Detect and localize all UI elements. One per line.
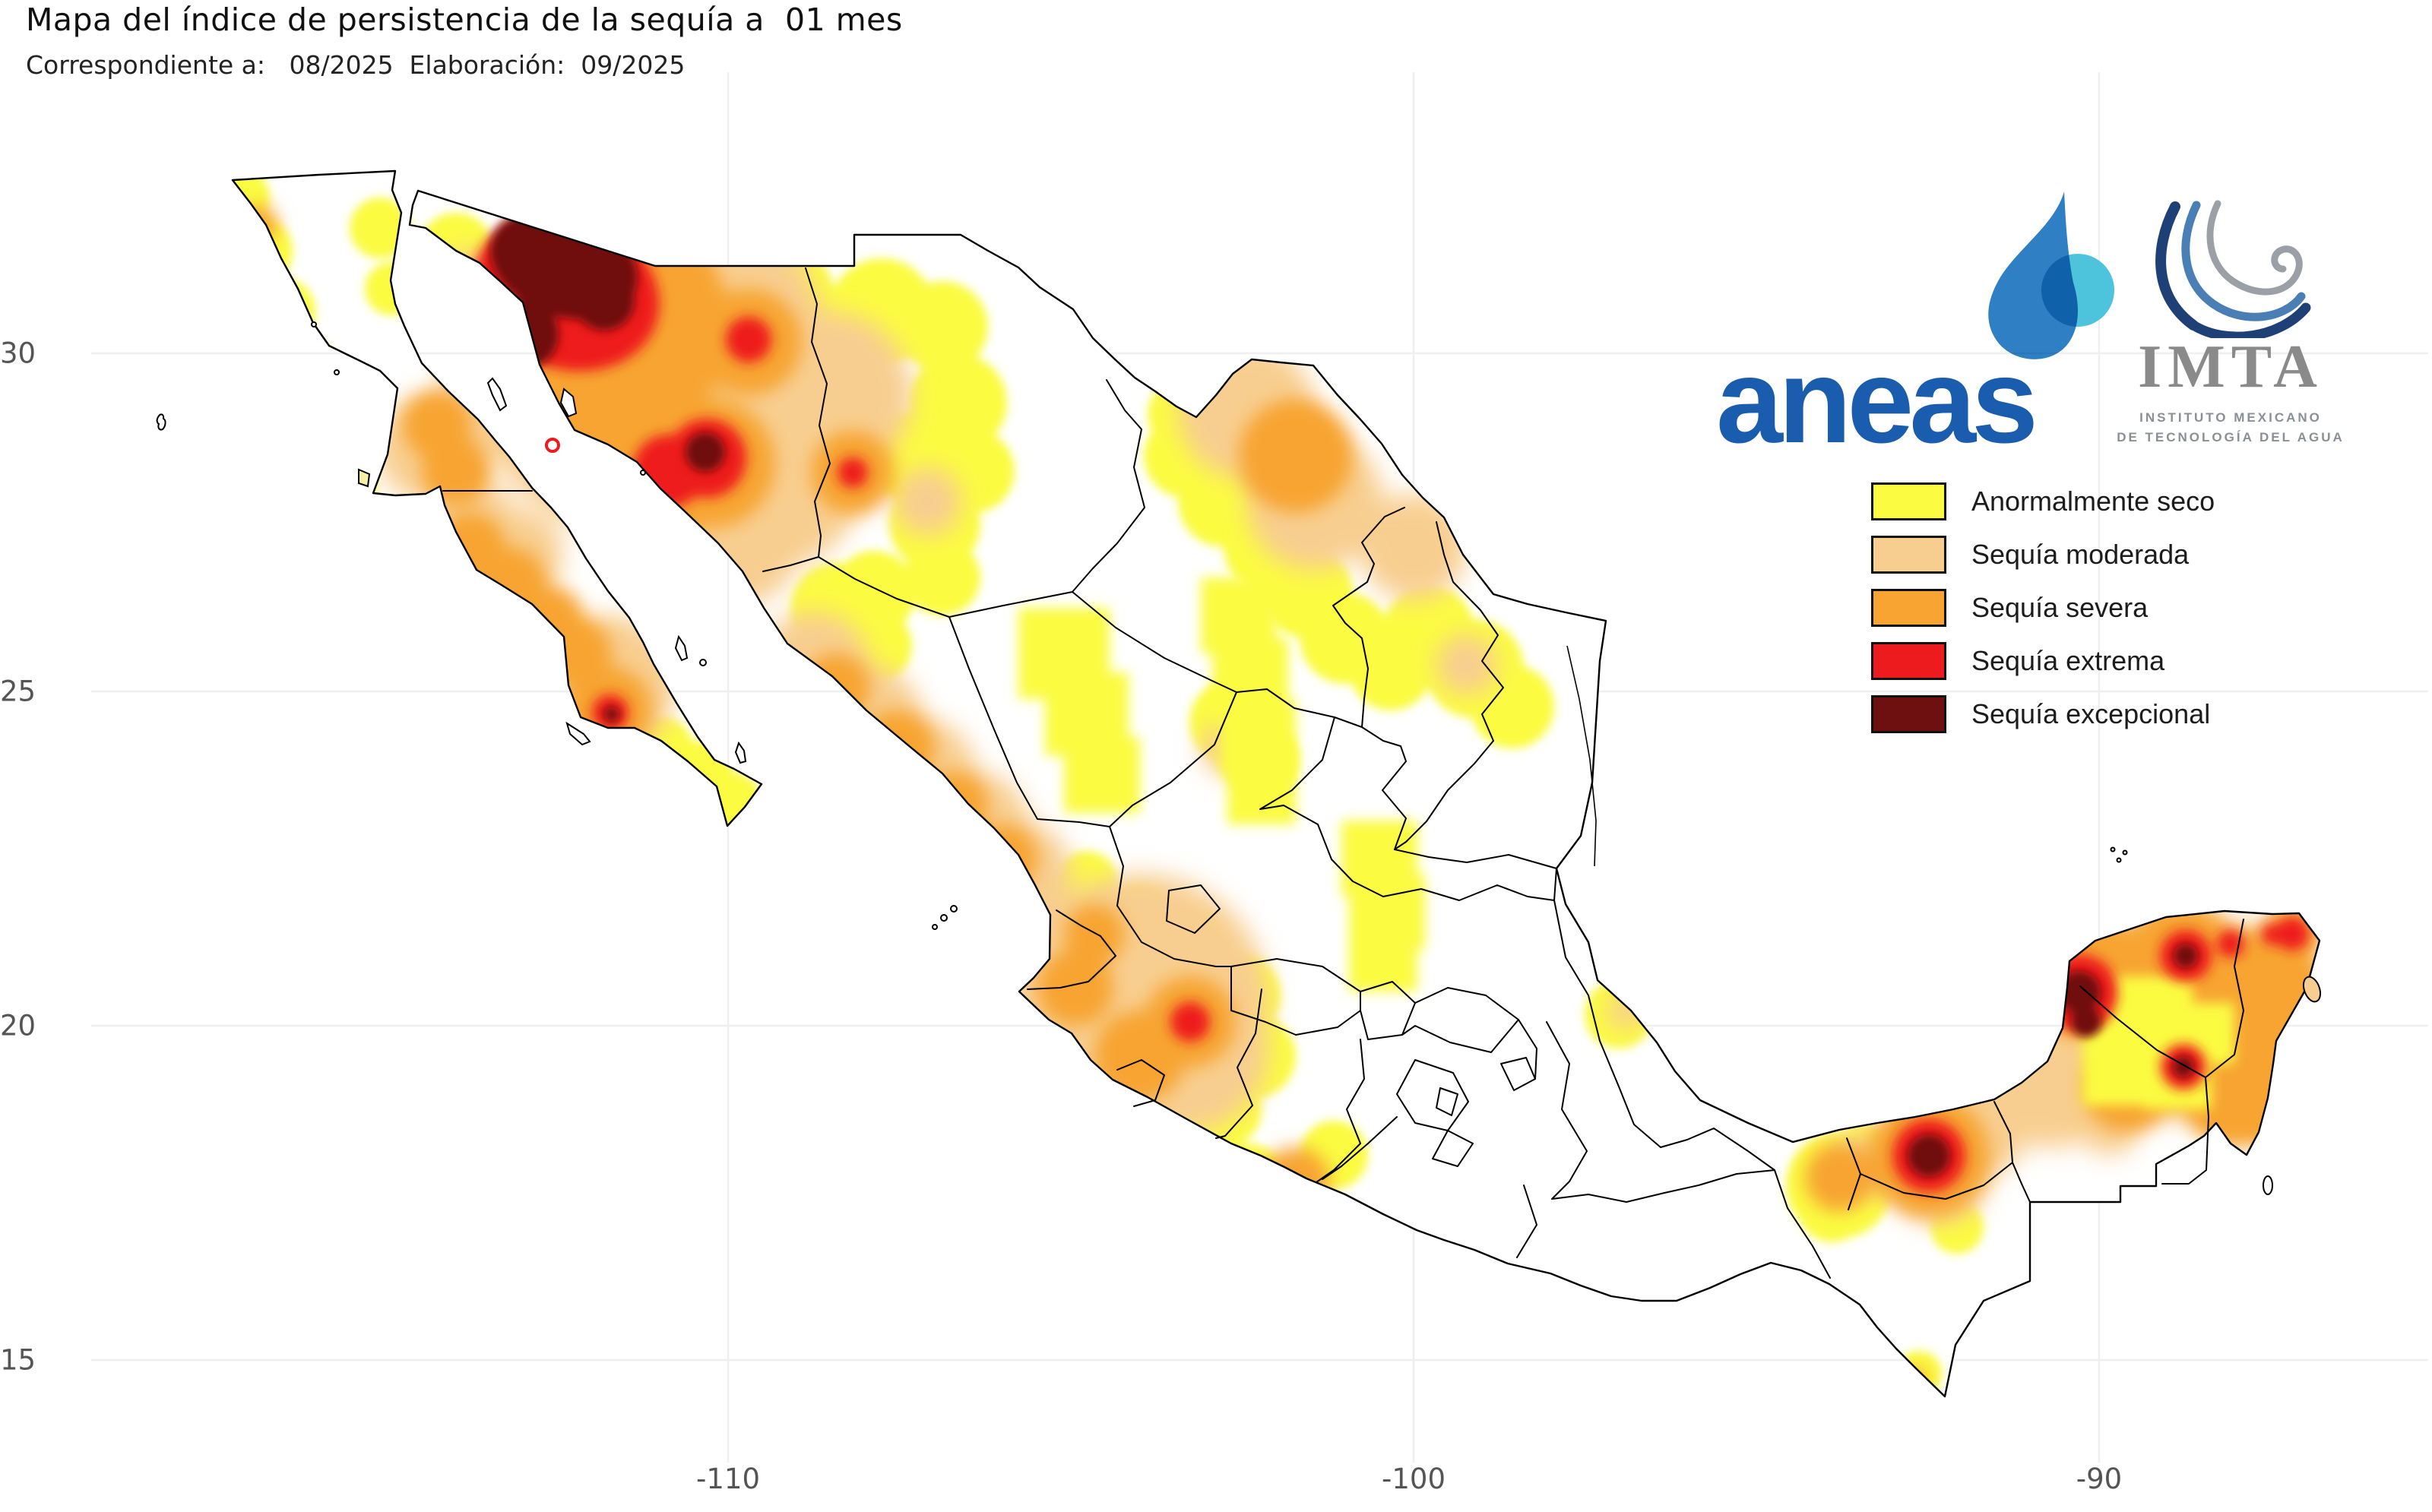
page-subtitle: Correspondiente a: 08/2025 Elaboración: …: [26, 50, 686, 80]
legend-label: Sequía moderada: [1971, 539, 2190, 570]
x-tick--110: -110: [696, 1463, 760, 1495]
legend-swatch-sequia-excepcional: [1871, 695, 1946, 733]
isla-tiburon: [559, 387, 578, 418]
y-tick-15: 15: [0, 1343, 36, 1377]
aneas-logo-text: aneas: [1716, 334, 2038, 468]
drought-yellow-bands-layer: [1018, 577, 2234, 1109]
legend-label: Anormalmente seco: [1971, 486, 2215, 517]
islands: [156, 321, 2322, 1195]
y-tick-30: 30: [0, 337, 36, 370]
isla-san-marcos-red-ring: [545, 438, 560, 453]
legend-label: Sequía severa: [1971, 592, 2149, 623]
imta-logo-text: IMTA: [2138, 334, 2323, 400]
country-outline: [231, 169, 2321, 1398]
banco-chinchorro: [2263, 1175, 2273, 1195]
legend-swatch-anormalmente-seco: [1871, 482, 1946, 520]
legend-item-sequia-excepcional: Sequía excepcional: [1871, 694, 2215, 734]
legend-swatch-sequia-severa: [1871, 589, 1946, 627]
imta-logo-subtitle-line2: DE TECNOLOGÍA DEL AGUA: [2117, 430, 2345, 444]
y-tick-25: 25: [0, 675, 36, 708]
aneas-drop-icon: [1988, 191, 2114, 359]
islas-marias: [950, 905, 958, 913]
page-title: Mapa del índice de persistencia de la se…: [26, 2, 903, 38]
x-tick--100: -100: [1382, 1463, 1446, 1495]
isla-cedros: [358, 468, 371, 488]
isla-guadalupe: [156, 413, 166, 431]
drought-legend: Anormalmente seco Sequía moderada Sequía…: [1871, 482, 2215, 748]
legend-item-anormalmente-seco: Anormalmente seco: [1871, 482, 2215, 521]
legend-swatch-sequia-moderada: [1871, 536, 1946, 574]
legend-item-sequia-moderada: Sequía moderada: [1871, 535, 2215, 574]
y-tick-20: 20: [0, 1009, 36, 1042]
imta-logo-subtitle-line1: INSTITUTO MEXICANO: [2139, 410, 2322, 425]
state-borders: [442, 267, 2244, 1279]
x-tick--90: -90: [2076, 1463, 2123, 1495]
legend-item-sequia-extrema: Sequía extrema: [1871, 641, 2215, 681]
legend-swatch-sequia-extrema: [1871, 642, 1946, 680]
legend-label: Sequía excepcional: [1971, 698, 2211, 729]
isla-angel-guarda: [486, 377, 508, 412]
imta-swirl-icon: [2155, 200, 2311, 338]
isla-carmen: [674, 634, 689, 662]
isla-margarita: [565, 721, 591, 746]
isla-cerralvo: [734, 741, 747, 764]
legend-label: Sequía extrema: [1971, 645, 2165, 676]
isla-cozumel: [2302, 976, 2322, 1003]
legend-item-sequia-severa: Sequía severa: [1871, 588, 2215, 628]
